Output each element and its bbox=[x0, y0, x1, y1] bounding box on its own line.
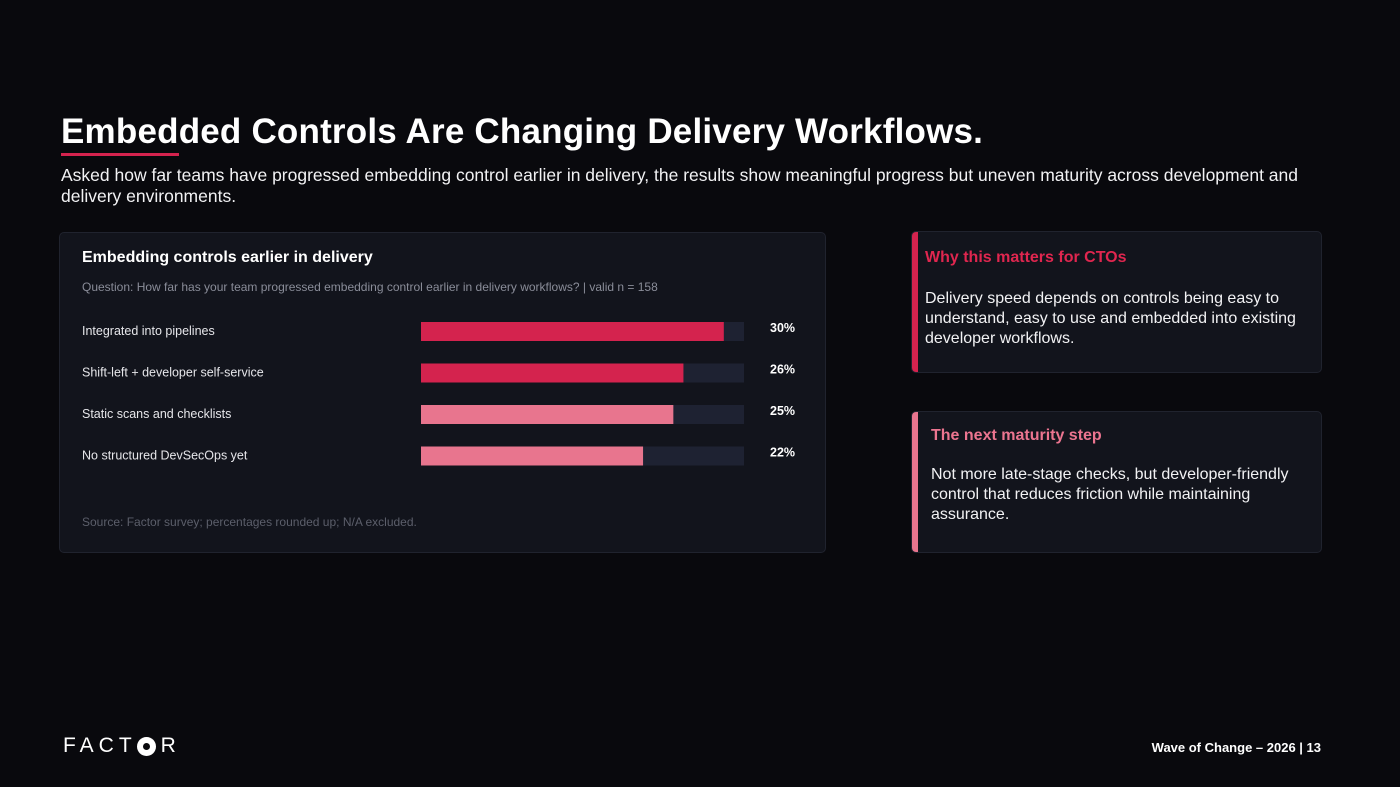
bar bbox=[421, 446, 644, 466]
callout-body: Not more late-stage checks, but develope… bbox=[931, 466, 1289, 523]
bar-value-label: 30% bbox=[770, 321, 795, 335]
callout-heading: Why this matters for CTOs bbox=[925, 249, 1127, 266]
logo-text-end: R bbox=[160, 734, 181, 757]
title-underline bbox=[61, 153, 179, 156]
callout-heading: The next maturity step bbox=[931, 427, 1102, 444]
category-label: Integrated into pipelines bbox=[82, 324, 215, 338]
bar-value-label: 25% bbox=[770, 404, 795, 418]
category-label: Static scans and checklists bbox=[82, 407, 231, 421]
logo-text-start: FACT bbox=[63, 734, 137, 757]
callout-accent-bar bbox=[912, 412, 918, 552]
bar-value-label: 22% bbox=[770, 446, 795, 460]
chart-title: Embedding controls earlier in delivery bbox=[82, 249, 373, 266]
footer-page-label: Wave of Change – 2026 | 13 bbox=[1151, 740, 1321, 755]
category-label: No structured DevSecOps yet bbox=[82, 449, 248, 463]
callout-why-it-matters: Why this matters for CTOs Delivery speed… bbox=[911, 231, 1322, 373]
page-title: Embedded Controls Are Changing Delivery … bbox=[61, 112, 984, 151]
bar-value-label: 26% bbox=[770, 363, 795, 377]
bar bbox=[421, 363, 684, 383]
bar-chart: Integrated into pipelines 30% Shift-left +… bbox=[82, 321, 795, 466]
logo-o-mark-icon bbox=[136, 736, 156, 756]
callout-next-step: The next maturity step Not more late-sta… bbox=[911, 411, 1322, 553]
chart-card: Embedding controls earlier in delivery Q… bbox=[59, 232, 826, 553]
bar bbox=[421, 322, 724, 341]
chart-source: Source: Factor survey; percentages round… bbox=[82, 515, 417, 529]
page-subtitle: Asked how far teams have progressed embe… bbox=[61, 165, 1298, 206]
bar bbox=[421, 405, 674, 424]
callout-accent-bar bbox=[912, 232, 918, 372]
category-label: Shift-left + developer self-service bbox=[82, 366, 264, 380]
chart-question: Question: How far has your team progress… bbox=[82, 280, 658, 294]
callout-body: Delivery speed depends on controls being… bbox=[925, 290, 1296, 347]
factor-logo: FACT R bbox=[63, 734, 181, 758]
